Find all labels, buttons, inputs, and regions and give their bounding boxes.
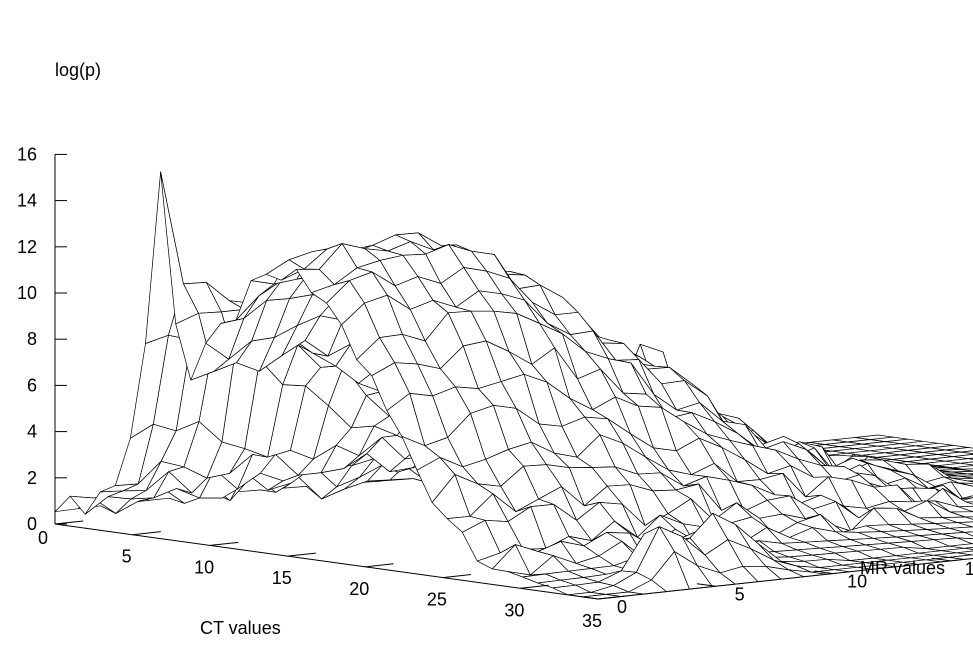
ct-tick-label: 0 — [38, 528, 48, 548]
z-tick-label: 16 — [17, 144, 37, 164]
ct-tick — [443, 575, 471, 578]
ct-tick — [288, 553, 316, 556]
mr-tick-label: 0 — [617, 597, 627, 617]
surface-mesh — [55, 172, 973, 599]
z-tick-label: 6 — [27, 375, 37, 395]
mr-tick-label: 5 — [735, 584, 745, 604]
mr-tick-label: 15 — [965, 559, 973, 579]
ct-tick-label: 10 — [194, 557, 214, 577]
ct-tick-label: 5 — [122, 547, 132, 567]
z-tick-label: 10 — [17, 283, 37, 303]
ct-tick — [55, 521, 83, 524]
z-tick-label: 12 — [17, 237, 37, 257]
ct-tick — [133, 532, 161, 535]
ct-tick — [520, 585, 548, 588]
mr-axis-title: MR values — [860, 558, 945, 578]
z-tick-label: 0 — [27, 514, 37, 534]
z-tick-label: 2 — [27, 468, 37, 488]
z-tick-label: 4 — [27, 422, 37, 442]
z-axis-title: log(p) — [55, 60, 101, 80]
ct-tick-label: 20 — [349, 579, 369, 599]
z-tick-label: 8 — [27, 329, 37, 349]
ct-tick-label: 15 — [272, 568, 292, 588]
z-tick-label: 14 — [17, 191, 37, 211]
ct-tick-label: 30 — [504, 600, 524, 620]
ct-tick — [210, 542, 238, 545]
ct-tick-label: 25 — [427, 590, 447, 610]
ct-tick-label: 35 — [582, 611, 602, 631]
ct-tick — [365, 564, 393, 567]
ct-axis-title: CT values — [200, 618, 281, 638]
